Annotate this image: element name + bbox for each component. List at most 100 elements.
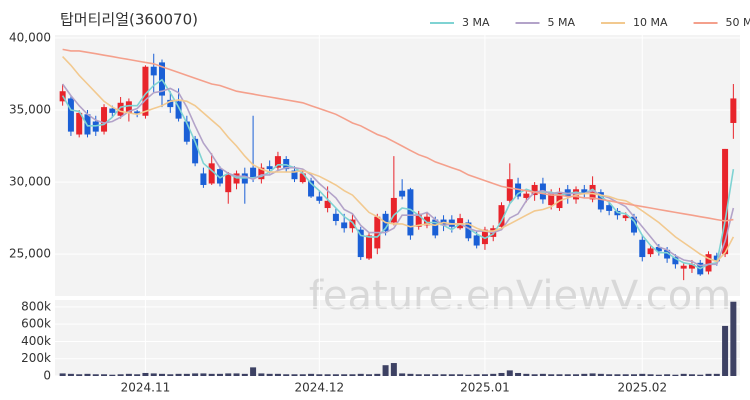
candle-body [316, 196, 323, 201]
candle-body [258, 167, 265, 180]
candle-body [332, 213, 339, 222]
y-tick-label: 200k [21, 351, 51, 365]
candle-body [639, 239, 646, 258]
candle-body [274, 156, 281, 168]
volume-bar [258, 373, 265, 376]
volume-bar [498, 372, 505, 376]
volume-bar [216, 373, 223, 376]
volume-bar [250, 367, 257, 376]
volume-bar [266, 373, 273, 376]
volume-bar [407, 373, 414, 376]
volume-bar [341, 374, 348, 376]
volume-bar [382, 365, 389, 376]
candle-body [655, 246, 662, 252]
candle-body [192, 138, 199, 164]
candle-body [581, 189, 588, 194]
volume-bar [630, 374, 637, 376]
volume-bar [92, 374, 99, 376]
candle-body [109, 108, 116, 113]
volume-bar [101, 374, 108, 376]
volume-bar [722, 325, 729, 376]
candle-body [216, 169, 223, 184]
volume-bar [432, 374, 439, 376]
volume-bar [622, 374, 629, 376]
volume-bar [448, 374, 455, 376]
volume-bar [515, 372, 522, 376]
volume-bar [705, 373, 712, 376]
legend-label: 50 MA [726, 16, 750, 29]
y-tick-label: 0 [43, 369, 51, 383]
candle-body [308, 180, 315, 197]
y-tick-label: 800k [21, 299, 51, 313]
candle-body [324, 200, 331, 209]
volume-bar [581, 373, 588, 376]
candle-body [142, 66, 149, 116]
x-tick-label: 2024.11 [121, 381, 171, 395]
candle-body [366, 235, 373, 259]
candle-body [101, 107, 108, 132]
y-tick-label: 30,000 [9, 175, 51, 189]
candle-body [473, 235, 480, 246]
volume-bar [573, 374, 580, 376]
volume-bar [67, 373, 74, 376]
price-panel [55, 35, 740, 296]
candle-body [688, 264, 695, 269]
ma-line [62, 56, 735, 263]
volume-bar [523, 373, 530, 376]
volume-bar [672, 374, 679, 376]
volume-bar [316, 374, 323, 376]
candle-body [730, 98, 737, 123]
volume-bar [399, 373, 406, 376]
volume-bar [84, 373, 91, 376]
volume-bar [332, 374, 339, 376]
candle-body [208, 163, 215, 184]
volume-bar [366, 374, 373, 376]
candle-body [341, 222, 348, 229]
volume-bar [473, 374, 480, 376]
volume-bar [713, 373, 720, 376]
volume-bar [142, 372, 149, 376]
candle-body [531, 184, 538, 196]
volume-bar [274, 373, 281, 376]
volume-bar [324, 374, 331, 376]
volume-bar [159, 373, 166, 376]
volume-bar [109, 374, 116, 376]
volume-bar [283, 374, 290, 376]
candle-body [506, 179, 513, 201]
candle-body [498, 205, 505, 227]
candle-body [67, 98, 74, 132]
volume-bar [150, 373, 157, 376]
candle-body [183, 121, 190, 142]
y-tick-label: 400k [21, 334, 51, 348]
candle-body [548, 193, 555, 206]
x-tick-label: 2024.12 [295, 381, 345, 395]
candle-body [407, 189, 414, 236]
candle-body [299, 173, 306, 183]
volume-bar [647, 374, 654, 376]
volume-bar [208, 373, 215, 376]
volume-bar [531, 374, 538, 376]
candle-body [200, 173, 207, 185]
volume-bar [175, 373, 182, 376]
volume-bar [564, 374, 571, 376]
volume-bar [539, 373, 546, 376]
legend-label: 10 MA [633, 16, 668, 29]
candle-body [76, 112, 83, 135]
candle-body [432, 219, 439, 236]
volume-bar [440, 374, 447, 376]
y-tick-label: 600k [21, 317, 51, 331]
volume-bar [134, 374, 141, 376]
volume-bar [481, 374, 488, 376]
candle-body [523, 193, 530, 198]
candle-body [672, 257, 679, 265]
volume-bar [59, 373, 66, 376]
volume-bar [125, 373, 132, 376]
volume-bar [76, 374, 83, 376]
candle-body [481, 229, 488, 245]
candle-body [423, 216, 430, 226]
volume-bar [225, 373, 232, 376]
candle-body [117, 102, 124, 116]
candle-body [399, 190, 406, 197]
candle-body [390, 197, 397, 223]
volume-bar [655, 374, 662, 376]
